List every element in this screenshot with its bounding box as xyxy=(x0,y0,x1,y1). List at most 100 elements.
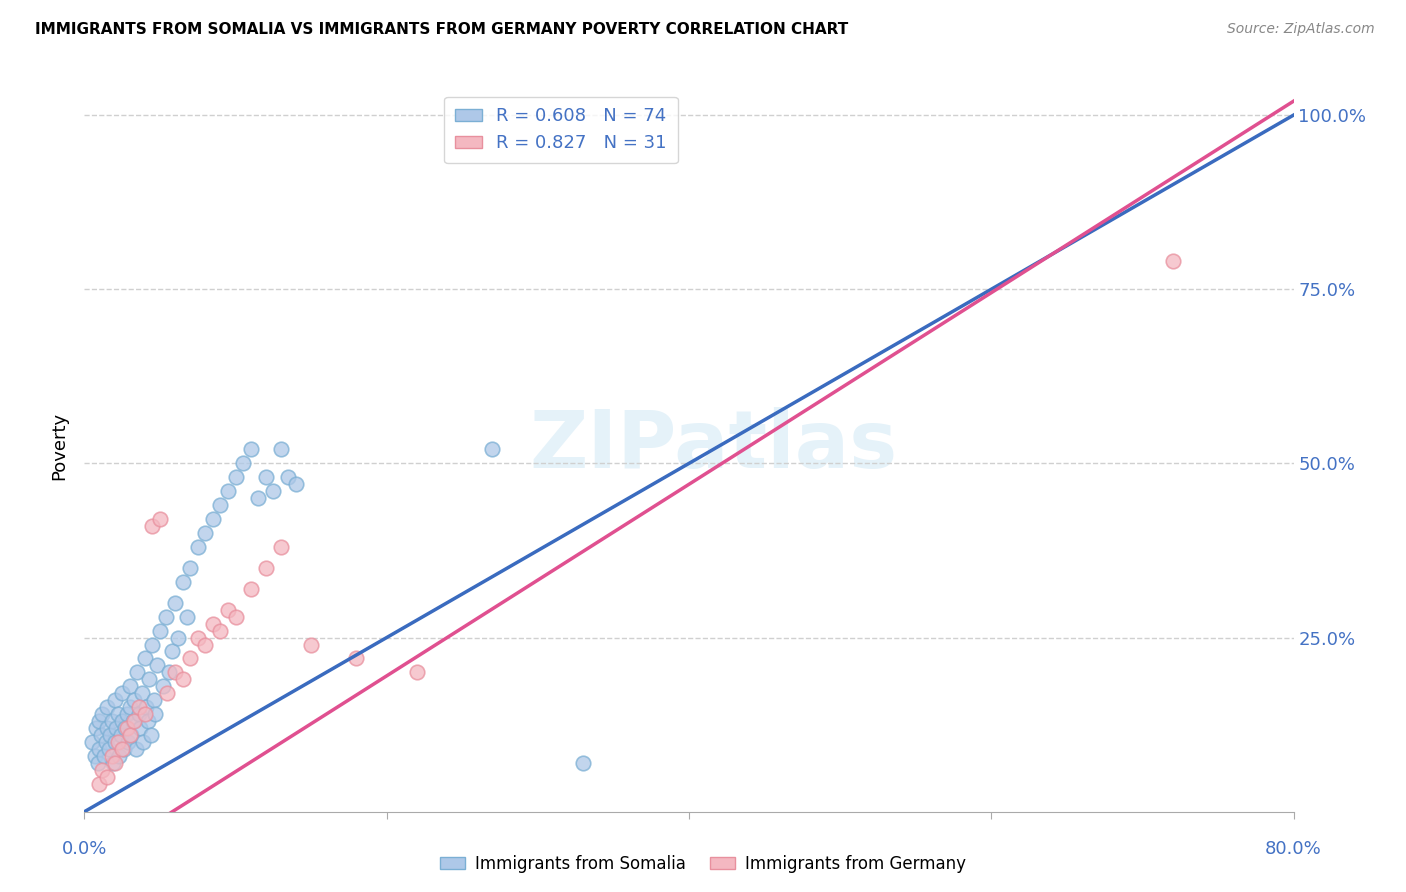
Point xyxy=(217,603,239,617)
Point xyxy=(90,728,112,742)
Point xyxy=(165,596,187,610)
Point xyxy=(346,651,368,665)
Point xyxy=(149,624,172,638)
Point xyxy=(115,707,138,722)
Point xyxy=(157,665,180,680)
Point xyxy=(104,735,127,749)
Point xyxy=(117,735,139,749)
Point xyxy=(104,693,127,707)
Point xyxy=(254,561,277,575)
Point xyxy=(138,673,160,687)
Point xyxy=(134,707,156,722)
Point xyxy=(270,442,292,457)
Point xyxy=(201,512,224,526)
Point xyxy=(225,470,247,484)
Point xyxy=(112,742,135,756)
Point xyxy=(167,631,190,645)
Point xyxy=(96,770,118,784)
Point xyxy=(128,707,150,722)
Point xyxy=(108,749,131,764)
Point xyxy=(136,714,159,728)
Point xyxy=(134,651,156,665)
Point xyxy=(165,665,187,680)
Point xyxy=(187,540,209,554)
Text: 80.0%: 80.0% xyxy=(1265,839,1322,857)
Point xyxy=(217,484,239,499)
Point xyxy=(145,707,167,722)
Point xyxy=(93,749,115,764)
Point xyxy=(254,470,277,484)
Point xyxy=(120,728,142,742)
Point xyxy=(129,721,152,735)
Point xyxy=(118,728,141,742)
Point xyxy=(80,735,103,749)
Point xyxy=(201,616,224,631)
Point xyxy=(84,749,107,764)
Point xyxy=(142,693,165,707)
Point xyxy=(172,673,194,687)
Y-axis label: Poverty: Poverty xyxy=(51,412,69,480)
Point xyxy=(89,714,111,728)
Point xyxy=(101,756,124,770)
Point xyxy=(122,714,145,728)
Point xyxy=(406,665,429,680)
Point xyxy=(107,735,129,749)
Point xyxy=(225,609,247,624)
Text: IMMIGRANTS FROM SOMALIA VS IMMIGRANTS FROM GERMANY POVERTY CORRELATION CHART: IMMIGRANTS FROM SOMALIA VS IMMIGRANTS FR… xyxy=(35,22,848,37)
Point xyxy=(139,728,162,742)
Point xyxy=(114,721,136,735)
Point xyxy=(179,561,201,575)
Point xyxy=(111,714,134,728)
Point xyxy=(156,686,179,700)
Point xyxy=(98,728,121,742)
Point xyxy=(97,742,120,756)
Point xyxy=(104,756,127,770)
Point xyxy=(299,638,322,652)
Text: Source: ZipAtlas.com: Source: ZipAtlas.com xyxy=(1227,22,1375,37)
Point xyxy=(239,582,262,596)
Point xyxy=(277,470,299,484)
Point xyxy=(111,742,134,756)
Point xyxy=(141,519,163,533)
Point xyxy=(118,700,141,714)
Point xyxy=(209,498,232,512)
Point xyxy=(127,665,149,680)
Point xyxy=(1161,254,1184,268)
Point xyxy=(96,721,118,735)
Point xyxy=(149,512,172,526)
Legend: Immigrants from Somalia, Immigrants from Germany: Immigrants from Somalia, Immigrants from… xyxy=(433,848,973,880)
Text: 0.0%: 0.0% xyxy=(62,839,107,857)
Point xyxy=(121,714,143,728)
Point xyxy=(262,484,284,499)
Point xyxy=(100,714,122,728)
Point xyxy=(122,693,145,707)
Point xyxy=(141,638,163,652)
Point xyxy=(87,756,110,770)
Point xyxy=(118,679,141,693)
Point xyxy=(89,777,111,791)
Point xyxy=(155,609,177,624)
Point xyxy=(105,721,128,735)
Point xyxy=(128,700,150,714)
Point xyxy=(152,679,174,693)
Point xyxy=(239,442,262,457)
Point xyxy=(91,707,114,722)
Point xyxy=(232,457,254,471)
Point xyxy=(100,749,122,764)
Point xyxy=(91,763,114,777)
Point xyxy=(132,735,155,749)
Legend: R = 0.608   N = 74, R = 0.827   N = 31: R = 0.608 N = 74, R = 0.827 N = 31 xyxy=(444,96,678,163)
Point xyxy=(481,442,503,457)
Point xyxy=(107,707,129,722)
Text: ZIPatlas: ZIPatlas xyxy=(529,407,897,485)
Point xyxy=(209,624,232,638)
Point xyxy=(94,735,117,749)
Point xyxy=(146,658,169,673)
Point xyxy=(110,728,132,742)
Point xyxy=(187,631,209,645)
Point xyxy=(131,686,153,700)
Point xyxy=(89,742,111,756)
Point xyxy=(135,700,157,714)
Point xyxy=(160,644,183,658)
Point xyxy=(179,651,201,665)
